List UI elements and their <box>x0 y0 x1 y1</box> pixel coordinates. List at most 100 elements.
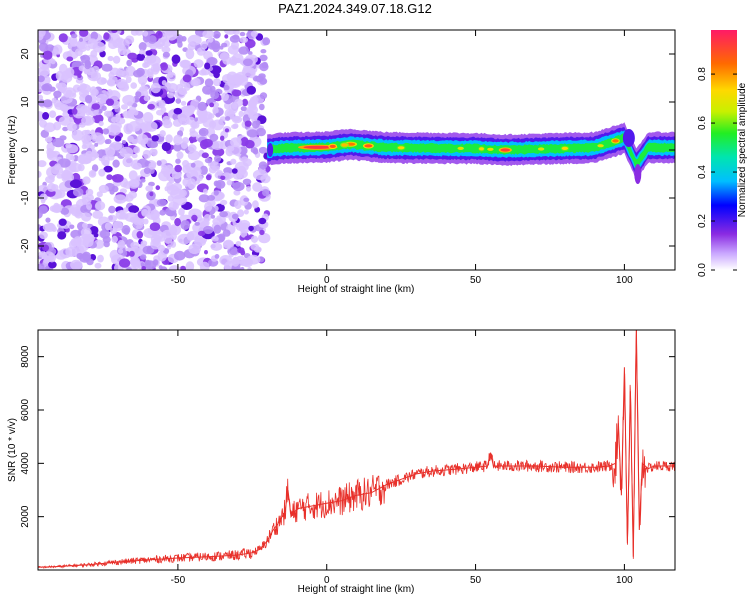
noise-speckle <box>223 30 237 35</box>
noise-speckle <box>151 148 158 157</box>
noise-speckle <box>171 54 181 64</box>
noise-speckle <box>161 46 171 53</box>
noise-speckle <box>38 32 44 41</box>
noise-speckle <box>101 105 107 111</box>
noise-speckle <box>123 123 134 135</box>
colorbar-tick-label: 0.8 <box>697 67 708 81</box>
noise-speckle <box>240 106 247 112</box>
y-tick-label: 6000 <box>20 398 31 421</box>
noise-speckle <box>201 138 213 148</box>
carrier-onset <box>267 143 274 157</box>
noise-speckle <box>155 30 163 39</box>
noise-speckle <box>42 112 50 120</box>
noise-speckle <box>206 57 218 66</box>
noise-speckle <box>122 156 134 168</box>
noise-speckle <box>149 191 154 197</box>
noise-speckle <box>172 202 179 210</box>
noise-speckle <box>108 76 118 83</box>
carrier-hotspot <box>457 146 464 150</box>
noise-speckle <box>101 63 113 72</box>
noise-speckle <box>111 174 124 183</box>
noise-speckle <box>142 245 155 255</box>
noise-speckle <box>59 63 68 75</box>
noise-speckle <box>250 30 258 38</box>
noise-speckle <box>210 242 223 251</box>
noise-speckle <box>45 217 51 223</box>
noise-speckle <box>80 105 90 114</box>
y-tick-label: 20 <box>20 48 31 60</box>
noise-speckle <box>105 138 112 145</box>
noise-speckle <box>179 265 187 270</box>
spectrogram-plot <box>38 30 675 270</box>
noise-speckle <box>98 120 104 127</box>
noise-speckle <box>66 122 78 132</box>
noise-speckle <box>41 84 50 92</box>
noise-speckle <box>216 181 222 189</box>
noise-speckle <box>199 261 210 270</box>
noise-speckle <box>156 160 162 167</box>
noise-speckle <box>202 30 215 39</box>
snr-trace <box>38 330 675 568</box>
noise-speckle <box>136 231 144 239</box>
noise-speckle <box>212 147 225 157</box>
noise-speckle <box>76 40 88 50</box>
noise-speckle <box>246 85 256 95</box>
noise-speckle <box>158 265 163 270</box>
noise-speckle <box>79 122 86 128</box>
noise-speckle <box>85 94 93 104</box>
noise-speckle <box>81 134 92 144</box>
noise-speckle <box>172 119 183 127</box>
noise-speckle <box>187 230 199 241</box>
noise-speckle <box>219 254 233 266</box>
noise-speckle <box>57 231 67 240</box>
noise-speckle <box>231 168 238 174</box>
noise-speckle <box>177 41 183 48</box>
noise-speckle <box>212 78 221 87</box>
noise-speckle <box>61 169 71 180</box>
x-tick-label: 100 <box>616 575 633 586</box>
noise-speckle <box>109 189 115 195</box>
noise-speckle <box>91 88 99 96</box>
noise-speckle <box>230 158 237 165</box>
noise-speckle <box>42 99 53 108</box>
noise-speckle <box>235 223 246 231</box>
noise-speckle <box>38 251 47 258</box>
noise-speckle <box>180 141 188 150</box>
noise-speckle <box>117 44 127 56</box>
noise-speckle <box>58 33 68 43</box>
noise-speckle <box>105 98 115 106</box>
noise-speckle <box>43 122 56 133</box>
noise-speckle <box>132 69 144 78</box>
noise-speckle <box>70 206 84 217</box>
noise-speckle <box>100 77 107 84</box>
noise-speckle <box>207 113 215 119</box>
noise-speckle <box>116 67 125 76</box>
noise-speckle <box>90 129 96 136</box>
noise-speckle <box>220 199 228 206</box>
noise-speckle <box>260 174 271 184</box>
noise-speckle <box>252 200 259 209</box>
noise-speckle <box>129 250 135 257</box>
noise-speckle <box>180 220 191 230</box>
noise-speckle <box>139 49 145 55</box>
noise-speckle <box>47 150 55 159</box>
noise-speckle <box>107 90 121 102</box>
noise-speckle <box>191 214 198 221</box>
noise-speckle <box>225 116 231 121</box>
noise-speckle <box>125 76 132 84</box>
noise-speckle <box>187 34 202 46</box>
noise-speckle <box>245 258 252 266</box>
noise-speckle <box>125 35 135 45</box>
noise-speckle <box>243 209 249 215</box>
noise-speckle <box>224 34 229 39</box>
noise-speckle <box>258 73 266 79</box>
noise-speckle <box>176 151 184 160</box>
noise-speckle <box>188 135 199 143</box>
noise-speckle <box>209 133 219 142</box>
colorbar-tick-label: 0.2 <box>697 214 708 228</box>
noise-speckle <box>197 101 207 111</box>
noise-speckle <box>60 207 70 215</box>
noise-speckle <box>39 231 48 240</box>
noise-speckle <box>98 168 106 177</box>
noise-speckle <box>174 164 182 173</box>
